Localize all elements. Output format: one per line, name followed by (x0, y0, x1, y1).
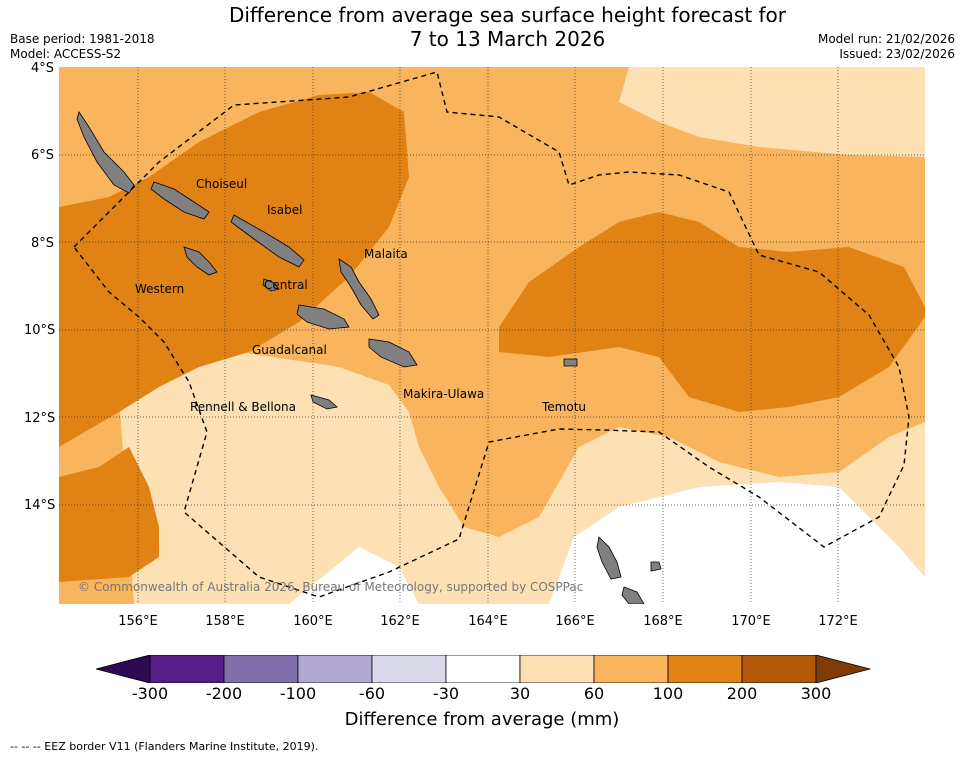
lon-label: 162°E (380, 614, 420, 629)
island-choiseul (150, 181, 210, 220)
colorbar-title: Difference from average (mm) (344, 709, 620, 730)
colorbar-segment (297, 655, 373, 683)
island-central (262, 278, 280, 292)
colorbar-tick: -60 (358, 684, 386, 703)
island-vanuatu-small (650, 561, 662, 572)
colorbar-tick: -30 (432, 684, 460, 703)
title-line-1: Difference from average sea surface heig… (228, 3, 787, 27)
colorbar-extend-low (96, 655, 151, 683)
lat-label: 14°S (24, 498, 56, 513)
island-temotu (563, 358, 578, 367)
islands (76, 111, 662, 604)
place-label-temotu: Temotu (542, 400, 587, 414)
colorbar-tick: -100 (279, 684, 317, 703)
lat-label: 6°S (30, 148, 54, 163)
colorbar-tick: -300 (131, 684, 169, 703)
place-label-choiseul: Choiseul (196, 177, 248, 191)
place-label-makira-ulawa: Makira-Ulawa (403, 387, 485, 401)
lon-label: 168°E (643, 614, 683, 629)
model-run: Model run: 21/02/2026 (817, 32, 955, 46)
island-malaita (338, 258, 380, 320)
eez-footnote: -- -- -- EEZ border V11 (Flanders Marine… (10, 740, 319, 753)
place-label-isabel: Isabel (267, 203, 303, 217)
lat-label: 8°S (30, 236, 54, 251)
lon-label: 164°E (468, 614, 508, 629)
colorbar-segment (741, 655, 817, 683)
map-title: Difference from average sea surface heig… (0, 3, 965, 51)
place-label-rennell-bellona: Rennell & Bellona (190, 400, 297, 414)
colorbar-tick: 200 (726, 684, 758, 703)
colorbar-segment (371, 655, 447, 683)
contour-below-30-southeast (549, 482, 925, 604)
island-makira (368, 338, 418, 368)
colorbar-segment (149, 655, 225, 683)
issued-date: Issued: 23/02/2026 (839, 47, 955, 61)
lon-label: 170°E (731, 614, 771, 629)
lat-label: 4°S (30, 61, 54, 76)
model-name: Model: ACCESS-S2 (10, 47, 122, 61)
colorbar-segment (519, 655, 595, 683)
colorbar-tick: 60 (583, 684, 605, 703)
island-bougainville (76, 111, 135, 194)
colorbar-segment (593, 655, 669, 683)
lon-label: 166°E (555, 614, 595, 629)
place-label-central: Central (264, 278, 308, 292)
place-label-western: Western (135, 282, 185, 296)
colorbar-segment (445, 655, 521, 683)
island-new-georgia (183, 246, 218, 276)
contour-100-200-southwest (59, 447, 159, 582)
title-line-2: 7 to 13 March 2026 (409, 27, 606, 51)
colorbar-tick: 100 (652, 684, 684, 703)
eez-border (73, 71, 910, 598)
colorbar-tick: 30 (509, 684, 531, 703)
lon-label: 156°E (118, 614, 158, 629)
lon-label: 160°E (293, 614, 333, 629)
island-guadalcanal (296, 304, 350, 330)
base-period: Base period: 1981-2018 (10, 32, 155, 46)
contour-below-30-south (289, 547, 419, 604)
colorbar-tick: 300 (800, 684, 832, 703)
place-label-malaita: Malaita (364, 247, 408, 261)
lon-label: 172°E (818, 614, 858, 629)
colorbar-segment (667, 655, 743, 683)
island-vanuatu-south (621, 586, 645, 604)
island-rennell (310, 394, 338, 410)
meta-right: Model run: 21/02/2026 Issued: 23/02/2026 (818, 32, 955, 62)
lon-label: 158°E (205, 614, 245, 629)
colorbar (96, 655, 871, 683)
island-isabel (230, 214, 305, 268)
copyright-notice: © Commonwealth of Australia 2026, Bureau… (78, 580, 584, 594)
colorbar-segment (223, 655, 299, 683)
lat-label: 10°S (24, 323, 56, 338)
lat-label: 12°S (24, 411, 56, 426)
colorbar-tick: -200 (205, 684, 243, 703)
island-vanuatu-north (596, 536, 622, 580)
contour-30-60-northeast (619, 67, 925, 157)
place-label-guadalcanal: Guadalcanal (252, 343, 327, 357)
map-svg (59, 67, 925, 604)
graticule (59, 67, 925, 604)
contour-100-200-east (499, 212, 925, 412)
map-panel (59, 67, 925, 604)
colorbar-extend-high (815, 655, 871, 683)
contour-100-200-west (59, 92, 409, 447)
meta-left: Base period: 1981-2018 Model: ACCESS-S2 (10, 32, 155, 62)
